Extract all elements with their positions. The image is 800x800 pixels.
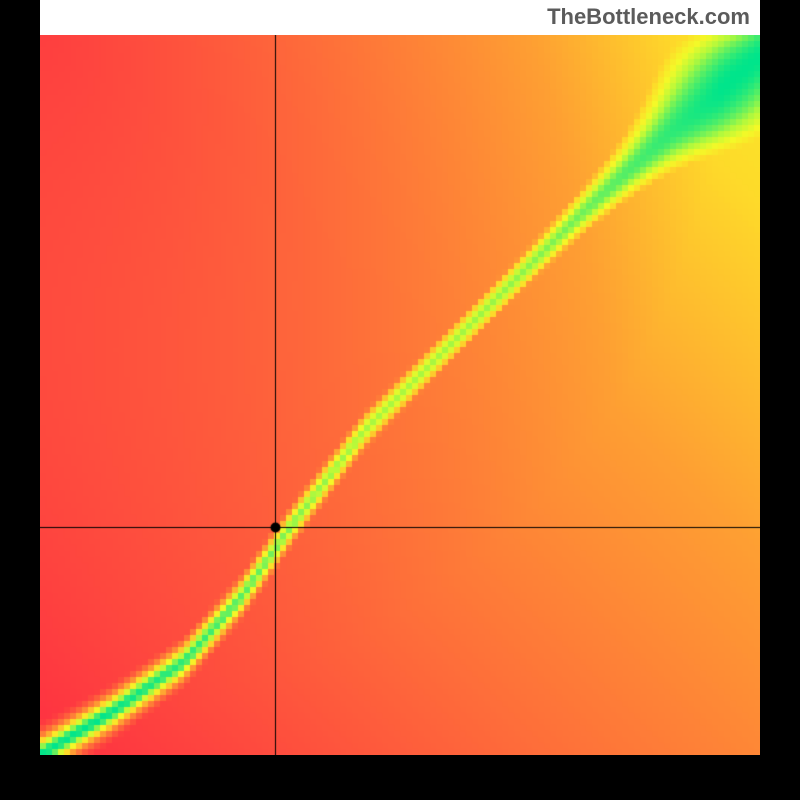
crosshair-overlay: [40, 35, 760, 755]
chart-frame: { "watermark": { "text": "TheBottleneck.…: [0, 0, 800, 800]
watermark-text: TheBottleneck.com: [547, 4, 750, 30]
